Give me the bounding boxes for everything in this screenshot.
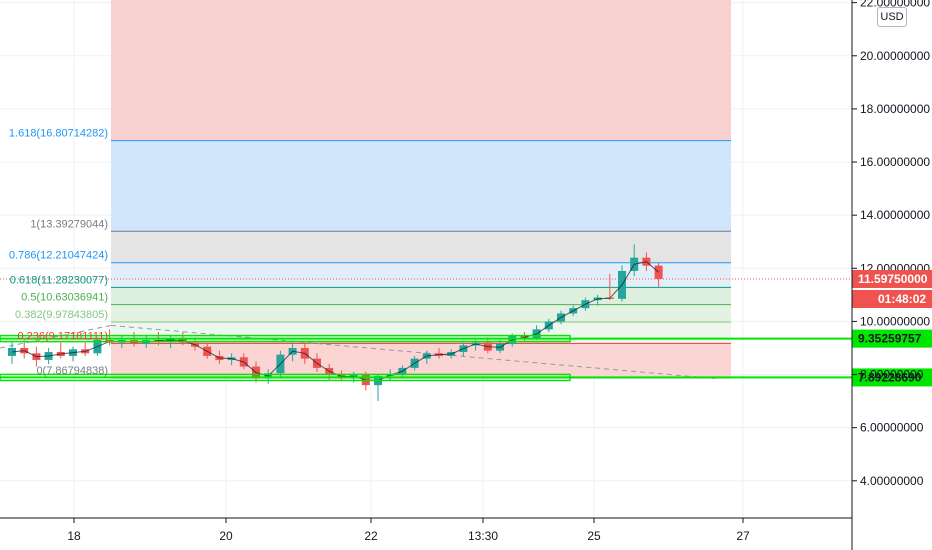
fib-zone — [111, 0, 731, 141]
y-tick-label: 8.00000000 — [860, 368, 924, 382]
fib-label: 0.5(10.63036941) — [21, 292, 108, 304]
currency-badge[interactable]: USD — [877, 7, 907, 27]
y-tick-label: 16.00000000 — [860, 155, 930, 169]
countdown-label: 01:48:02 — [878, 292, 926, 306]
horizontal-levels[interactable]: 9.35259757 7.89228690 — [0, 329, 932, 387]
x-tick-label: 25 — [587, 529, 601, 543]
last-price-label: 11.59750000 — [858, 272, 928, 286]
y-tick-label: 18.00000000 — [860, 102, 930, 116]
fib-label: 0.236(9.17181111) — [17, 330, 108, 342]
x-tick-label: 13:30 — [468, 529, 498, 543]
fib-label: 1(13.39279044) — [30, 218, 108, 230]
trendlines — [0, 278, 852, 380]
y-tick-label: 22.00000000 — [860, 0, 930, 10]
fib-zones — [111, 0, 731, 379]
fib-label: 0.382(9.97843805) — [15, 309, 108, 321]
trendline-dashed — [110, 324, 716, 380]
x-tick-label: 22 — [364, 529, 378, 543]
trendline-dashed — [0, 324, 112, 349]
fib-zone — [111, 231, 731, 263]
fib-label: 0.786(12.21047424) — [9, 250, 108, 262]
last-price-tag — [852, 269, 932, 288]
level-price-label: 7.89228690 — [858, 370, 922, 384]
level-price-tag — [852, 368, 932, 387]
level-price-tag — [852, 329, 932, 348]
level-price-label: 9.35259757 — [858, 332, 922, 346]
y-tick-label: 4.00000000 — [860, 474, 924, 488]
fib-zone — [111, 321, 731, 344]
fib-label: 0.618(11.28230077) — [10, 274, 108, 286]
fib-zone — [111, 287, 731, 305]
y-tick-label: 10.00000000 — [860, 314, 930, 328]
fib-zone — [111, 140, 731, 232]
fib-zone — [111, 304, 731, 322]
countdown-tag — [852, 289, 932, 308]
y-tick-label: 20.00000000 — [860, 49, 930, 63]
x-tick-label: 18 — [67, 529, 81, 543]
x-tick-label: 20 — [219, 529, 233, 543]
fib-label: 1.618(16.80714282) — [9, 128, 108, 140]
fib-zone — [111, 343, 731, 379]
fib-level-labels: 1.618(16.80714282) 1(13.39279044) 0.786(12… — [9, 128, 108, 377]
fib-label: 0(7.86794838) — [36, 365, 108, 377]
y-tick-label: 6.00000000 — [860, 421, 924, 435]
y-tick-label: 14.00000000 — [860, 208, 930, 222]
x-tick-label: 27 — [736, 529, 750, 543]
